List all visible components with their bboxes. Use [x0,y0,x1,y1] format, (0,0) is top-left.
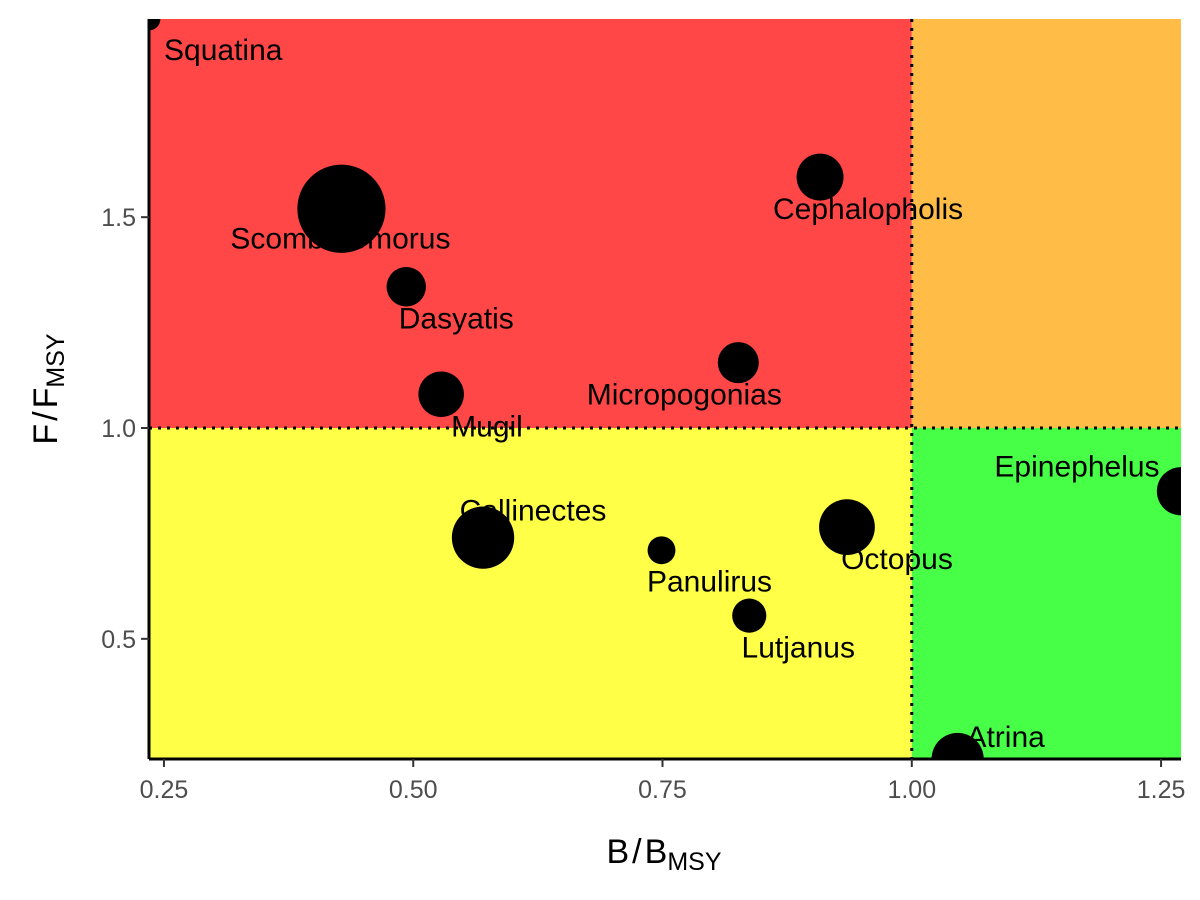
point-label-scomberomorus: Scomberomorus [230,223,450,256]
axes: 0.25 0.50 0.75 1.00 1.25 0.5 1.0 1.5 [101,19,1185,804]
point-labels: Squatina Scomberomorus Dasyatis Mugil Cephal… [164,34,1160,754]
quadrant-overfished-no-overfishing [149,428,912,759]
point-scomberomorus [297,164,386,253]
y-tick-label: 1.0 [101,415,136,443]
quadrant-healthy-overfishing [911,19,1181,429]
point-label-squatina: Squatina [164,34,283,67]
point-squatina [149,19,161,31]
y-axis-ticks: 0.5 1.0 1.5 [101,204,149,654]
x-tick-label: 0.50 [389,776,438,804]
point-label-atrina: Atrina [966,721,1045,754]
point-label-cephalopholis: Cephalopholis [773,193,963,226]
point-epinephelus [1156,467,1181,516]
x-axis-ticks: 0.25 0.50 0.75 1.00 1.25 [140,759,1186,804]
point-label-micropogonias: Micropogonias [587,379,782,412]
point-label-lutjanus: Lutjanus [742,632,855,665]
point-label-dasyatis: Dasyatis [399,303,514,336]
y-tick-label: 1.5 [101,204,136,232]
status-quadrants [149,19,1181,759]
y-axis-title: F/FMSY [27,333,70,445]
point-cephalopholis [796,153,844,201]
x-tick-label: 0.25 [140,776,189,804]
x-tick-label: 1.00 [887,776,936,804]
point-label-epinephelus: Epinephelus [994,450,1159,483]
point-label-octopus: Octopus [841,543,953,576]
point-octopus [819,499,875,555]
quadrant-overfished-overfishing [149,19,912,429]
point-label-panulirus: Panulirus [647,565,772,598]
quadrant-healthy-no-overfishing [911,428,1181,759]
data-points [149,19,1181,759]
point-micropogonias [717,342,759,384]
point-label-callinectes: Callinectes [460,495,607,528]
reference-lines [149,19,1181,759]
point-dasyatis [386,267,426,307]
x-axis-title: B/BMSY [606,833,721,876]
point-panulirus [647,536,676,565]
y-tick-label: 0.5 [101,626,136,654]
point-callinectes [451,506,515,569]
point-atrina [931,732,984,759]
point-mugil [418,371,464,418]
x-tick-label: 0.75 [638,776,687,804]
point-lutjanus [732,598,767,633]
point-label-mugil: Mugil [451,410,523,443]
x-tick-label: 1.25 [1137,776,1186,804]
